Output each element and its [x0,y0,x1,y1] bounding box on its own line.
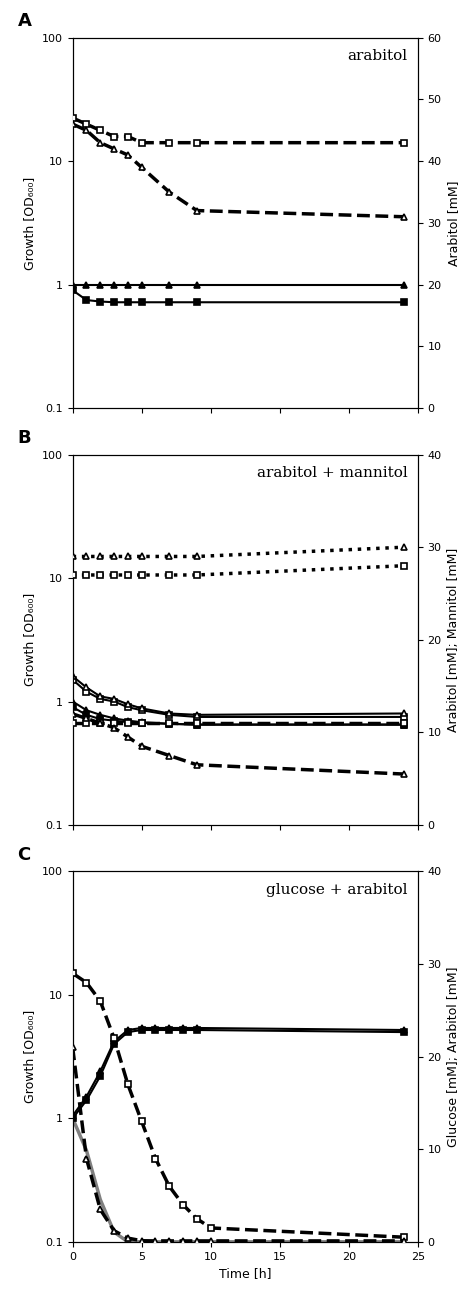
Text: arabitol: arabitol [347,49,407,63]
Text: A: A [18,13,31,30]
Y-axis label: Arabitol [mM]: Arabitol [mM] [447,180,460,265]
Text: glucose + arabitol: glucose + arabitol [266,883,407,897]
Y-axis label: Growth [OD₆₀₀]: Growth [OD₆₀₀] [23,1011,36,1104]
Text: B: B [18,430,31,448]
Y-axis label: Growth [OD₆₀₀]: Growth [OD₆₀₀] [23,176,36,269]
Y-axis label: Growth [OD₆₀₀]: Growth [OD₆₀₀] [23,593,36,686]
X-axis label: Time [h]: Time [h] [219,1267,272,1280]
Text: C: C [18,846,31,864]
Y-axis label: Glucose [mM]; Arabitol [mM]: Glucose [mM]; Arabitol [mM] [447,967,460,1146]
Y-axis label: Arabitol [mM]; Mannitol [mM]: Arabitol [mM]; Mannitol [mM] [447,547,460,732]
Text: arabitol + mannitol: arabitol + mannitol [256,466,407,480]
